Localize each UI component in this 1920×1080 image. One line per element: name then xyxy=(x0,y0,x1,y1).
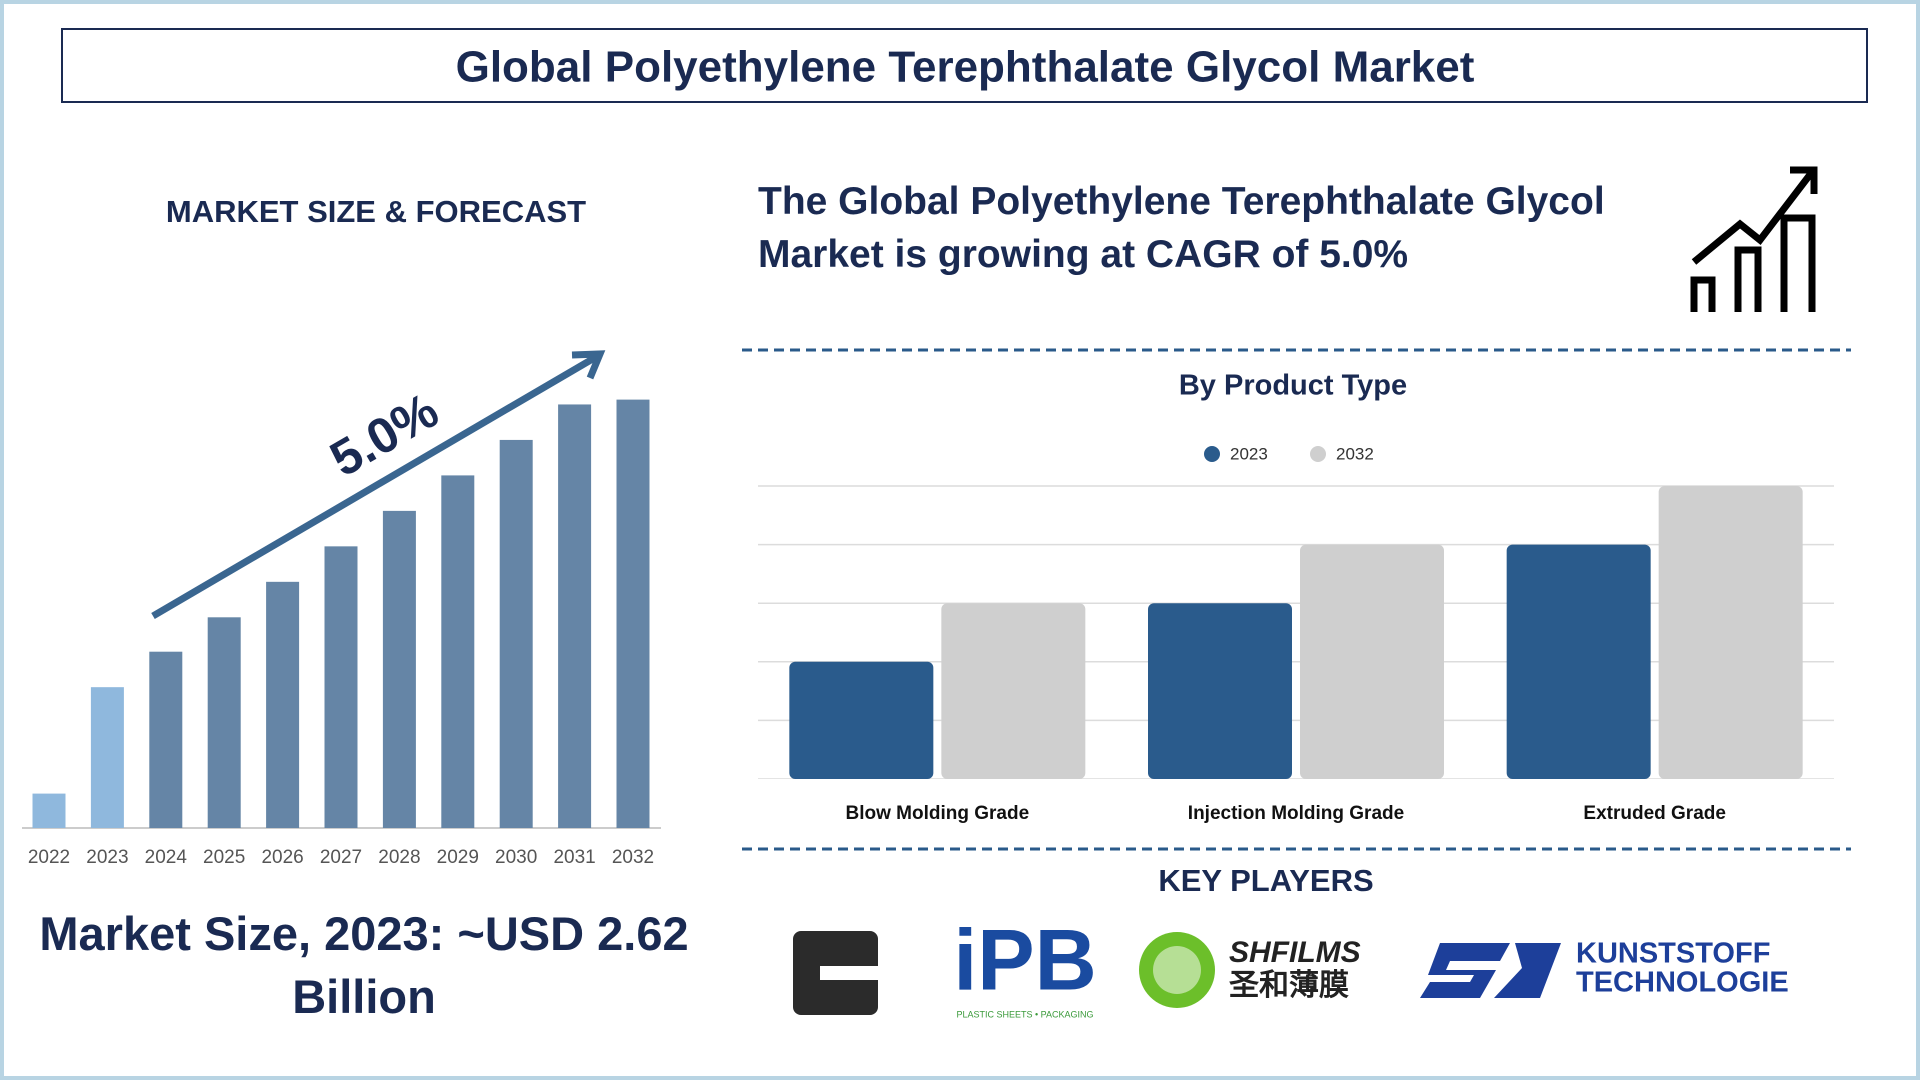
bar xyxy=(90,687,124,828)
bar xyxy=(789,661,934,779)
legend-label: 2023 xyxy=(1230,444,1268,463)
logo-sm-mark xyxy=(1420,943,1561,998)
legend-swatch xyxy=(1310,446,1326,462)
bar xyxy=(558,404,592,828)
key-players-title: KEY PLAYERS xyxy=(1158,863,1373,898)
logo-ipb-tagline: PLASTIC SHEETS • PACKAGING xyxy=(956,1009,1093,1019)
bar xyxy=(941,603,1086,779)
chart-title: By Product Type xyxy=(1179,370,1407,402)
bar xyxy=(1506,544,1651,779)
bar xyxy=(616,399,650,828)
bar xyxy=(1658,486,1803,779)
title-box xyxy=(61,28,1868,103)
bar xyxy=(266,581,300,828)
x-tick-label: 2023 xyxy=(86,847,128,868)
cagr-text: The Global Polyethylene Terephthalate Gl… xyxy=(758,180,1605,276)
trend-arrow-head xyxy=(571,350,606,380)
growth-label: 5.0% xyxy=(321,382,448,487)
logo-shfilms: SHFILMS xyxy=(1229,936,1361,969)
page-title: Global Polyethylene Terephthalate Glycol… xyxy=(456,43,1475,92)
chart-title: MARKET SIZE & FORECAST xyxy=(166,194,586,229)
bar xyxy=(1300,544,1444,779)
x-tick-label: Extruded Grade xyxy=(1583,803,1726,824)
trend-arrow xyxy=(151,353,598,620)
baseline-cover xyxy=(758,779,1834,787)
x-tick-label: 2026 xyxy=(261,847,303,868)
x-tick-label: Injection Molding Grade xyxy=(1188,803,1404,824)
bar xyxy=(324,546,358,828)
logo-kunststoff: KUNSTSTOFF xyxy=(1576,938,1770,970)
bar xyxy=(441,475,475,828)
bar xyxy=(207,617,241,828)
logo-kunststoff-tagline: TECHNOLOGIE xyxy=(1576,967,1789,999)
logo-ipb: iPB xyxy=(953,913,1096,1009)
x-tick-label: 2030 xyxy=(495,847,537,868)
logo-sh-mark xyxy=(1153,946,1201,994)
x-tick-label: 2025 xyxy=(203,847,245,868)
x-tick-label: 2032 xyxy=(612,847,654,868)
logo-c xyxy=(793,931,878,1015)
logo-shfilms-tagline: 圣和薄膜 xyxy=(1229,969,1349,1002)
x-tick-label: 2029 xyxy=(437,847,479,868)
x-tick-label: 2022 xyxy=(28,847,70,868)
bar xyxy=(499,439,533,828)
x-tick-label: 2027 xyxy=(320,847,362,868)
legend-swatch xyxy=(1204,446,1220,462)
market-size-text: Market Size, 2023: ~USD 2.62 Billion xyxy=(39,907,689,1023)
bar xyxy=(1148,603,1292,779)
legend-label: 2032 xyxy=(1336,444,1374,463)
x-tick-label: Blow Molding Grade xyxy=(845,803,1029,824)
x-tick-label: 2031 xyxy=(553,847,595,868)
bar xyxy=(32,793,66,828)
x-tick-label: 2028 xyxy=(378,847,420,868)
bar xyxy=(149,651,183,828)
growth-icon xyxy=(1690,166,1818,312)
bar xyxy=(382,510,416,828)
x-tick-label: 2024 xyxy=(145,847,188,868)
